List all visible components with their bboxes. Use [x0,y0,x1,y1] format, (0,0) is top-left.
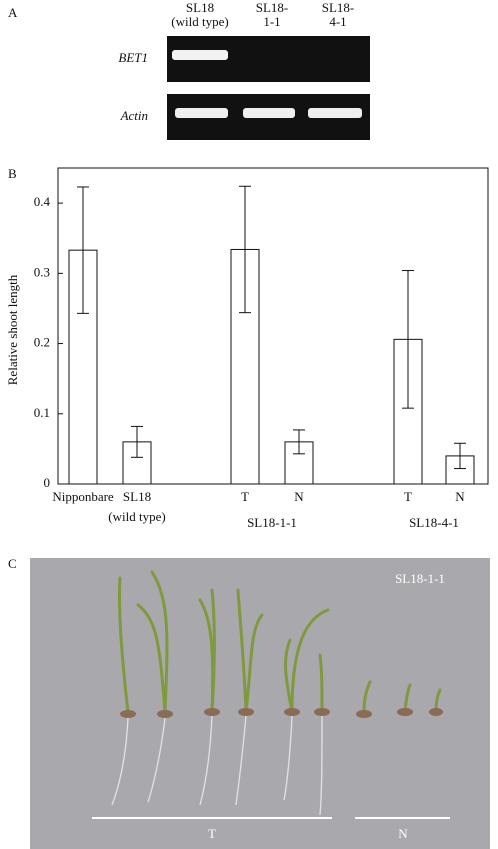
y-tick-label: 0 [44,475,51,490]
group-label: SL18-1-1 [247,515,297,530]
column-header: 1-1 [263,14,280,29]
x-tick-label: Nipponbare [52,489,114,504]
x-tick-label: T [241,489,249,504]
y-tick-label: 0.2 [34,335,50,350]
bar [393,338,423,485]
photo-title: SL18-1-1 [395,571,445,586]
gel-band [243,108,295,118]
y-tick-label: 0.1 [34,405,50,420]
group-label: N [398,826,408,841]
row-label: Actin [120,108,148,123]
row-label: BET1 [118,50,148,65]
x-tick-label: SL18 [123,489,151,504]
column-header: SL18 [186,0,214,15]
column-header: SL18- [256,0,289,15]
column-header: SL18- [322,0,355,15]
gel-band [172,50,228,60]
panel-label: A [8,5,18,20]
x-tick-sublabel: (wild type) [108,509,165,524]
photo [30,558,490,849]
bar-chart: B Relative shoot length 0 0.1 0.2 0.3 0.4 Nip… [5,166,489,530]
gel-band [175,108,228,118]
panel-label: C [8,556,17,571]
group-label: T [208,826,216,841]
group-label: SL18-4-1 [409,515,459,530]
y-axis-label: Relative shoot length [5,274,20,385]
axis-box [57,167,489,485]
x-tick-label: T [404,489,412,504]
column-header: 4-1 [329,14,346,29]
gel-band [308,108,362,118]
panel-label: B [8,166,17,181]
y-tick-label: 0.3 [34,264,50,279]
x-tick-label: N [294,489,304,504]
bar [284,441,314,485]
column-header: (wild type) [171,14,228,29]
x-tick-label: N [455,489,465,504]
y-tick-label: 0.4 [34,194,51,209]
